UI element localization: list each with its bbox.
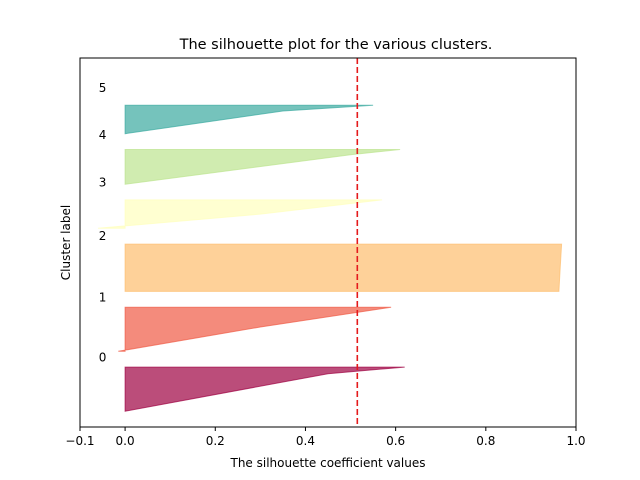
silhouette-band-cluster-2: [124, 243, 563, 292]
cluster-label-4: 4: [99, 128, 107, 142]
x-axis-label: The silhouette coefficient values: [230, 456, 426, 470]
silhouette-band-cluster-0: [124, 366, 405, 412]
x-tick-label: 0.2: [206, 434, 225, 448]
x-tick-label: 0.4: [296, 434, 315, 448]
cluster-label-0: 0: [99, 350, 107, 364]
plot-frame: [79, 57, 577, 428]
cluster-bands: [97, 104, 563, 412]
silhouette-band-cluster-3: [97, 199, 383, 229]
silhouette-band-cluster-5: [124, 104, 374, 135]
cluster-label-5: 5: [99, 81, 107, 95]
x-tick-label: −0.1: [65, 434, 94, 448]
x-tick-label: 0.0: [116, 434, 135, 448]
cluster-label-2: 2: [99, 229, 107, 243]
x-tick-label: 1.0: [566, 434, 585, 448]
x-tick-label: 0.6: [386, 434, 405, 448]
silhouette-band-cluster-1: [118, 306, 392, 352]
x-axis-ticks: −0.1 0.0 0.2 0.4 0.6 0.8 1.0: [65, 427, 586, 448]
chart-title: The silhouette plot for the various clus…: [179, 37, 493, 53]
y-axis-label: Cluster label: [59, 205, 73, 280]
x-tick-label: 0.8: [476, 434, 495, 448]
silhouette-band-cluster-4: [124, 149, 401, 185]
cluster-label-1: 1: [99, 291, 107, 305]
cluster-label-3: 3: [99, 175, 107, 189]
cluster-labels: 0 1 2 3 4 5: [99, 81, 107, 365]
